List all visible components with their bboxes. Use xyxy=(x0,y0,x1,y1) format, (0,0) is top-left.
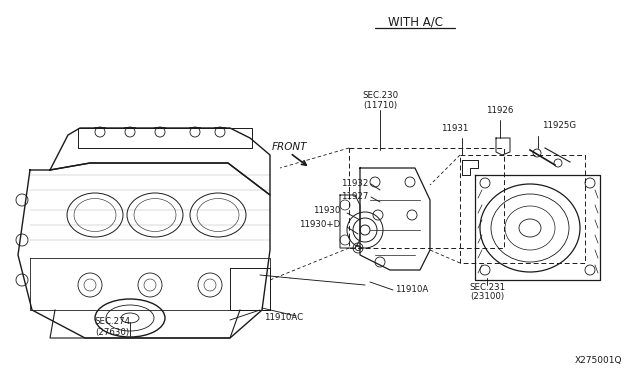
Text: 11930: 11930 xyxy=(312,205,340,215)
Text: 11926: 11926 xyxy=(486,106,514,115)
Text: 11932: 11932 xyxy=(340,179,368,187)
Text: SEC.274: SEC.274 xyxy=(94,317,130,327)
Text: (11710): (11710) xyxy=(363,100,397,109)
Bar xyxy=(349,148,504,248)
Text: SEC.230: SEC.230 xyxy=(362,90,398,99)
Text: SEC.231: SEC.231 xyxy=(469,282,505,292)
Text: X275001Q: X275001Q xyxy=(575,356,622,365)
Text: 11910A: 11910A xyxy=(395,285,428,295)
Text: (27630): (27630) xyxy=(95,327,129,337)
Text: 11910AC: 11910AC xyxy=(264,312,303,321)
Text: WITH A/C: WITH A/C xyxy=(387,16,442,29)
Text: 11927: 11927 xyxy=(340,192,368,201)
Text: FRONT: FRONT xyxy=(272,142,307,152)
Text: 11925G: 11925G xyxy=(542,121,576,129)
Text: 11930+D: 11930+D xyxy=(299,219,340,228)
Text: (23100): (23100) xyxy=(470,292,504,301)
Text: 11931: 11931 xyxy=(442,124,468,132)
Bar xyxy=(460,155,585,263)
